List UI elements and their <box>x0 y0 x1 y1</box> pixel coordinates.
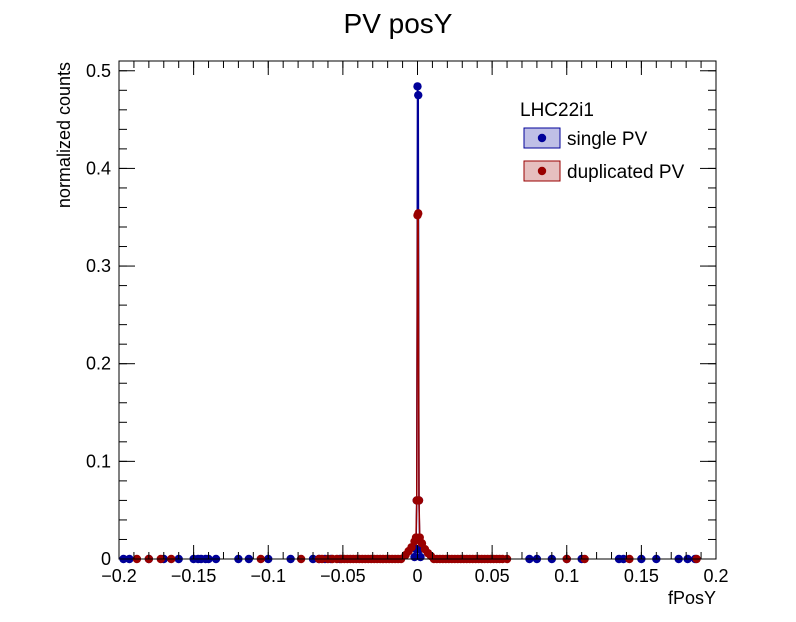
legend-marker-single-pv <box>537 133 547 143</box>
y-tick-label: 0.1 <box>86 451 111 471</box>
data-point-single-pv <box>414 90 423 100</box>
legend-marker-duplicated-pv <box>537 166 547 176</box>
y-axis-label: normalized counts <box>54 62 74 208</box>
y-tick-label: 0.5 <box>86 61 111 81</box>
legend-title: LHC22i1 <box>520 100 594 121</box>
x-axis-label: fPosY <box>668 588 716 608</box>
data-point-single-pv <box>413 82 422 91</box>
series-line-duplicated-pv <box>404 213 432 557</box>
x-tick-label: 0.05 <box>475 566 510 586</box>
y-tick-label: 0 <box>101 549 111 569</box>
x-tick-label: −0.15 <box>171 566 217 586</box>
legend-label-duplicated-pv: duplicated PV <box>567 162 685 183</box>
legend-label-single-pv: single PV <box>567 129 648 150</box>
data-point-duplicated-pv <box>414 209 423 218</box>
x-tick-label: 0.15 <box>624 566 659 586</box>
x-tick-label: 0 <box>412 566 422 586</box>
legend: LHC22i1 single PV duplicated PV <box>520 100 685 183</box>
y-tick-label: 0.3 <box>86 256 111 276</box>
x-tick-label: −0.2 <box>101 566 137 586</box>
y-tick-label: 0.2 <box>86 354 111 374</box>
x-tick-label: 0.2 <box>703 566 728 586</box>
x-tick-label: −0.05 <box>320 566 366 586</box>
chart-title: PV posY <box>343 8 453 39</box>
data-point-duplicated-pv <box>414 496 424 505</box>
x-tick-label: 0.1 <box>554 566 579 586</box>
y-tick-label: 0.4 <box>86 158 111 178</box>
x-tick-label: −0.1 <box>250 566 286 586</box>
